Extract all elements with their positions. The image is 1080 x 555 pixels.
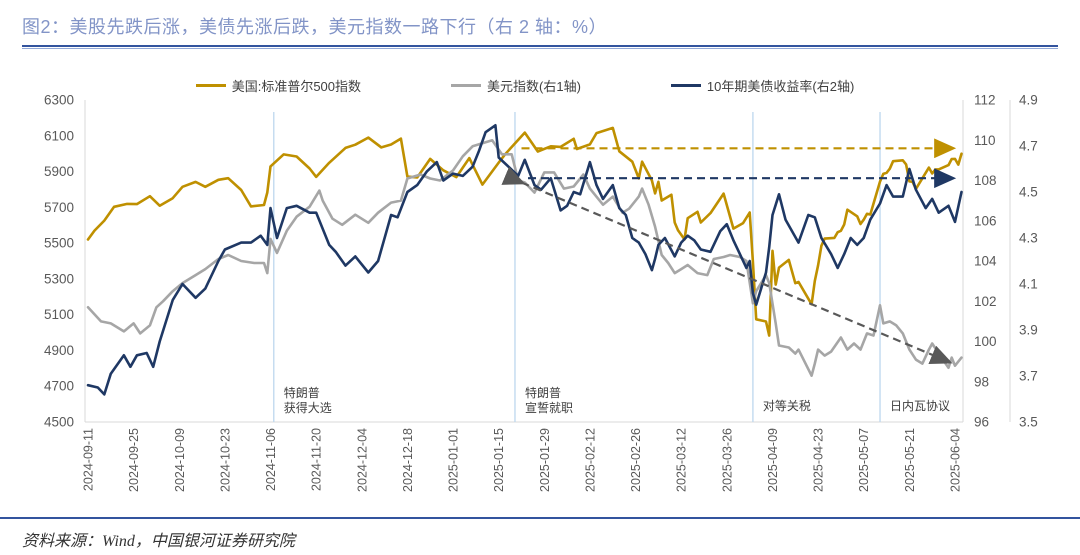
svg-text:4.1: 4.1 <box>1019 277 1038 292</box>
svg-text:4.9: 4.9 <box>1019 93 1038 108</box>
svg-text:5500: 5500 <box>44 236 74 251</box>
svg-text:2025-02-26: 2025-02-26 <box>629 428 643 492</box>
legend-label: 美元指数(右1轴) <box>487 79 581 94</box>
figure-title: 图2：美股先跌后涨，美债先涨后跌，美元指数一路下行（右 2 轴：%） <box>22 17 608 37</box>
title-divider <box>22 45 1058 49</box>
svg-text:102: 102 <box>974 294 997 309</box>
svg-text:2025-05-07: 2025-05-07 <box>857 428 871 492</box>
title-divider-light-line <box>22 48 1058 49</box>
svg-text:2025-01-29: 2025-01-29 <box>538 428 552 492</box>
legend-swatch-icon <box>195 83 226 88</box>
legend-swatch-icon <box>451 83 482 88</box>
svg-text:5300: 5300 <box>44 271 74 286</box>
legend-item-1: 美元指数(右1轴) <box>451 76 581 95</box>
title-divider-dark-line <box>22 45 1058 47</box>
svg-text:3.9: 3.9 <box>1019 323 1038 338</box>
svg-text:4.5: 4.5 <box>1019 185 1038 200</box>
svg-text:4700: 4700 <box>44 379 74 394</box>
svg-text:2025-01-15: 2025-01-15 <box>492 428 506 492</box>
legend-label: 10年期美债收益率(右2轴) <box>706 79 855 94</box>
svg-text:110: 110 <box>974 133 996 148</box>
svg-text:2024-11-20: 2024-11-20 <box>310 428 324 491</box>
svg-text:2025-02-12: 2025-02-12 <box>583 428 597 492</box>
svg-text:104: 104 <box>974 254 997 269</box>
svg-text:5700: 5700 <box>44 200 74 215</box>
svg-text:2024-09-11: 2024-09-11 <box>82 428 96 491</box>
svg-text:特朗普: 特朗普 <box>284 385 320 400</box>
legend-swatch-icon <box>670 83 701 88</box>
bottom-divider <box>0 517 1080 519</box>
svg-text:2024-10-23: 2024-10-23 <box>218 428 232 492</box>
svg-text:5900: 5900 <box>44 164 74 179</box>
svg-text:4900: 4900 <box>44 343 74 358</box>
svg-text:4500: 4500 <box>44 415 74 430</box>
svg-text:100: 100 <box>974 334 997 349</box>
legend-item-0: 美国:标准普尔500指数 <box>195 76 362 95</box>
svg-text:5100: 5100 <box>44 307 74 322</box>
legend-item-2: 10年期美债收益率(右2轴) <box>670 76 855 95</box>
svg-text:108: 108 <box>974 173 997 188</box>
svg-text:日内瓦协议: 日内瓦协议 <box>890 398 950 413</box>
svg-text:2025-01-01: 2025-01-01 <box>447 428 461 492</box>
svg-text:2025-03-12: 2025-03-12 <box>675 428 689 492</box>
svg-text:2024-11-06: 2024-11-06 <box>264 428 278 491</box>
legend-label: 美国:标准普尔500指数 <box>231 79 362 94</box>
svg-text:2025-04-23: 2025-04-23 <box>812 428 826 492</box>
source-note: 资料来源：Wind，中国银河证券研究院 <box>22 533 295 550</box>
svg-text:6300: 6300 <box>44 93 74 108</box>
svg-text:2025-05-21: 2025-05-21 <box>903 428 917 492</box>
svg-text:3.7: 3.7 <box>1019 369 1038 384</box>
svg-text:3.5: 3.5 <box>1019 415 1038 430</box>
svg-text:2024-12-04: 2024-12-04 <box>355 428 369 492</box>
svg-text:4.3: 4.3 <box>1019 231 1038 246</box>
svg-text:2025-04-09: 2025-04-09 <box>766 428 780 492</box>
svg-text:获得大选: 获得大选 <box>284 400 332 415</box>
svg-text:2024-09-25: 2024-09-25 <box>127 428 141 492</box>
svg-text:4.7: 4.7 <box>1019 139 1038 154</box>
svg-text:106: 106 <box>974 213 997 228</box>
chart-legend: 美国:标准普尔500指数 美元指数(右1轴) 10年期美债收益率(右2轴) <box>85 76 965 95</box>
svg-text:特朗普: 特朗普 <box>525 385 561 400</box>
svg-text:6100: 6100 <box>44 128 74 143</box>
svg-text:112: 112 <box>974 93 996 108</box>
svg-text:2024-12-18: 2024-12-18 <box>401 428 415 492</box>
svg-text:96: 96 <box>974 415 989 430</box>
svg-text:宣誓就职: 宣誓就职 <box>525 400 573 415</box>
svg-text:2024-10-09: 2024-10-09 <box>173 428 187 492</box>
svg-text:98: 98 <box>974 374 989 389</box>
svg-text:2025-03-26: 2025-03-26 <box>720 428 734 492</box>
svg-text:2025-06-04: 2025-06-04 <box>949 428 963 492</box>
svg-text:对等关税: 对等关税 <box>763 399 811 413</box>
